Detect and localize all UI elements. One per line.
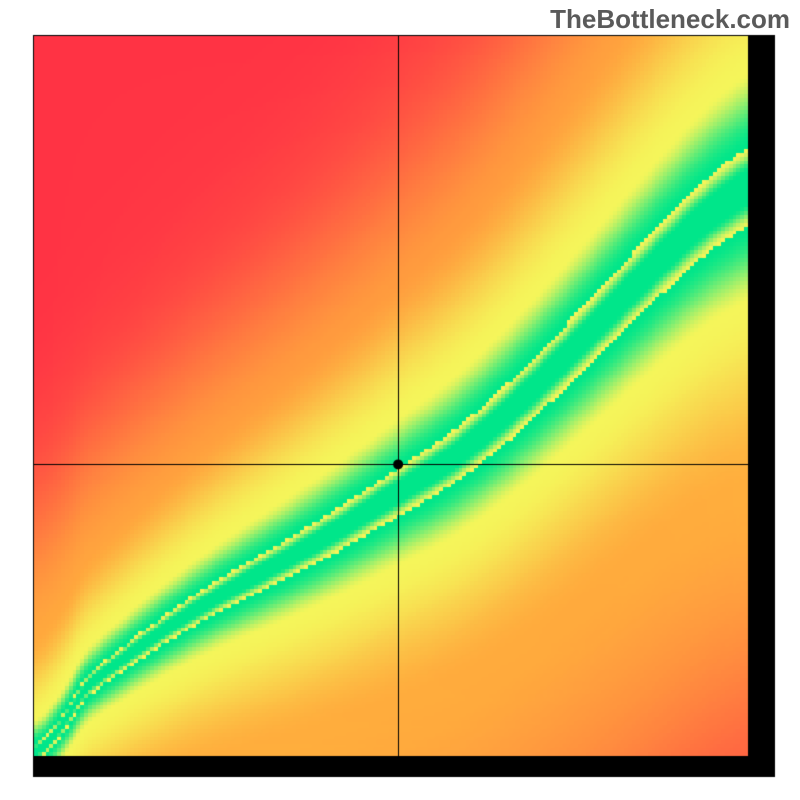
chart-container: { "canvas": { "width": 800, "height": 80… [0, 0, 800, 800]
heatmap-canvas [0, 0, 800, 800]
watermark-text: TheBottleneck.com [550, 4, 790, 35]
